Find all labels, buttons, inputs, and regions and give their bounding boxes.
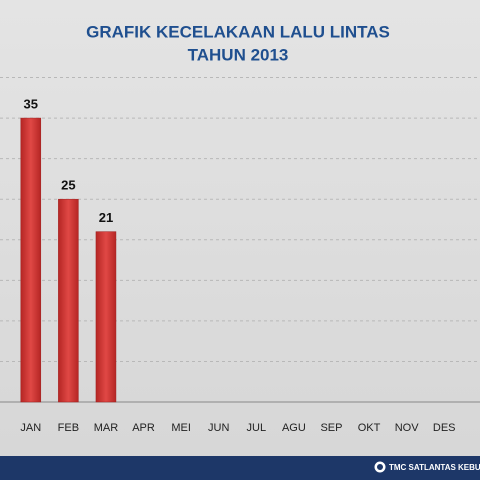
value-label: 35 — [24, 97, 38, 112]
value-label: 25 — [61, 178, 75, 193]
footer-text: TMC SATLANTAS KEBUMEN — [389, 463, 480, 472]
value-label: 21 — [99, 210, 113, 225]
x-tick-label: DES — [433, 422, 456, 434]
chart-subtitle: TAHUN 2013 — [188, 45, 289, 64]
x-tick-label: FEB — [58, 422, 79, 434]
footer-bar — [0, 456, 480, 480]
bar — [20, 117, 42, 403]
x-tick-label: SEP — [320, 422, 342, 434]
bar — [58, 198, 79, 403]
x-tick-label: MEI — [171, 422, 191, 434]
x-tick-label: NOV — [395, 422, 420, 434]
bar — [95, 231, 117, 403]
x-tick-label: JUL — [247, 422, 267, 434]
footer-logo-inner — [377, 464, 383, 470]
x-tick-label: APR — [132, 422, 155, 434]
x-tick-label: MAR — [94, 422, 119, 434]
chart-title: GRAFIK KECELAKAAN LALU LINTAS — [86, 22, 390, 41]
x-tick-label: JUN — [208, 422, 229, 434]
x-tick-label: JAN — [20, 422, 41, 434]
x-tick-label: OKT — [358, 422, 381, 434]
x-tick-label: AGU — [282, 422, 306, 434]
